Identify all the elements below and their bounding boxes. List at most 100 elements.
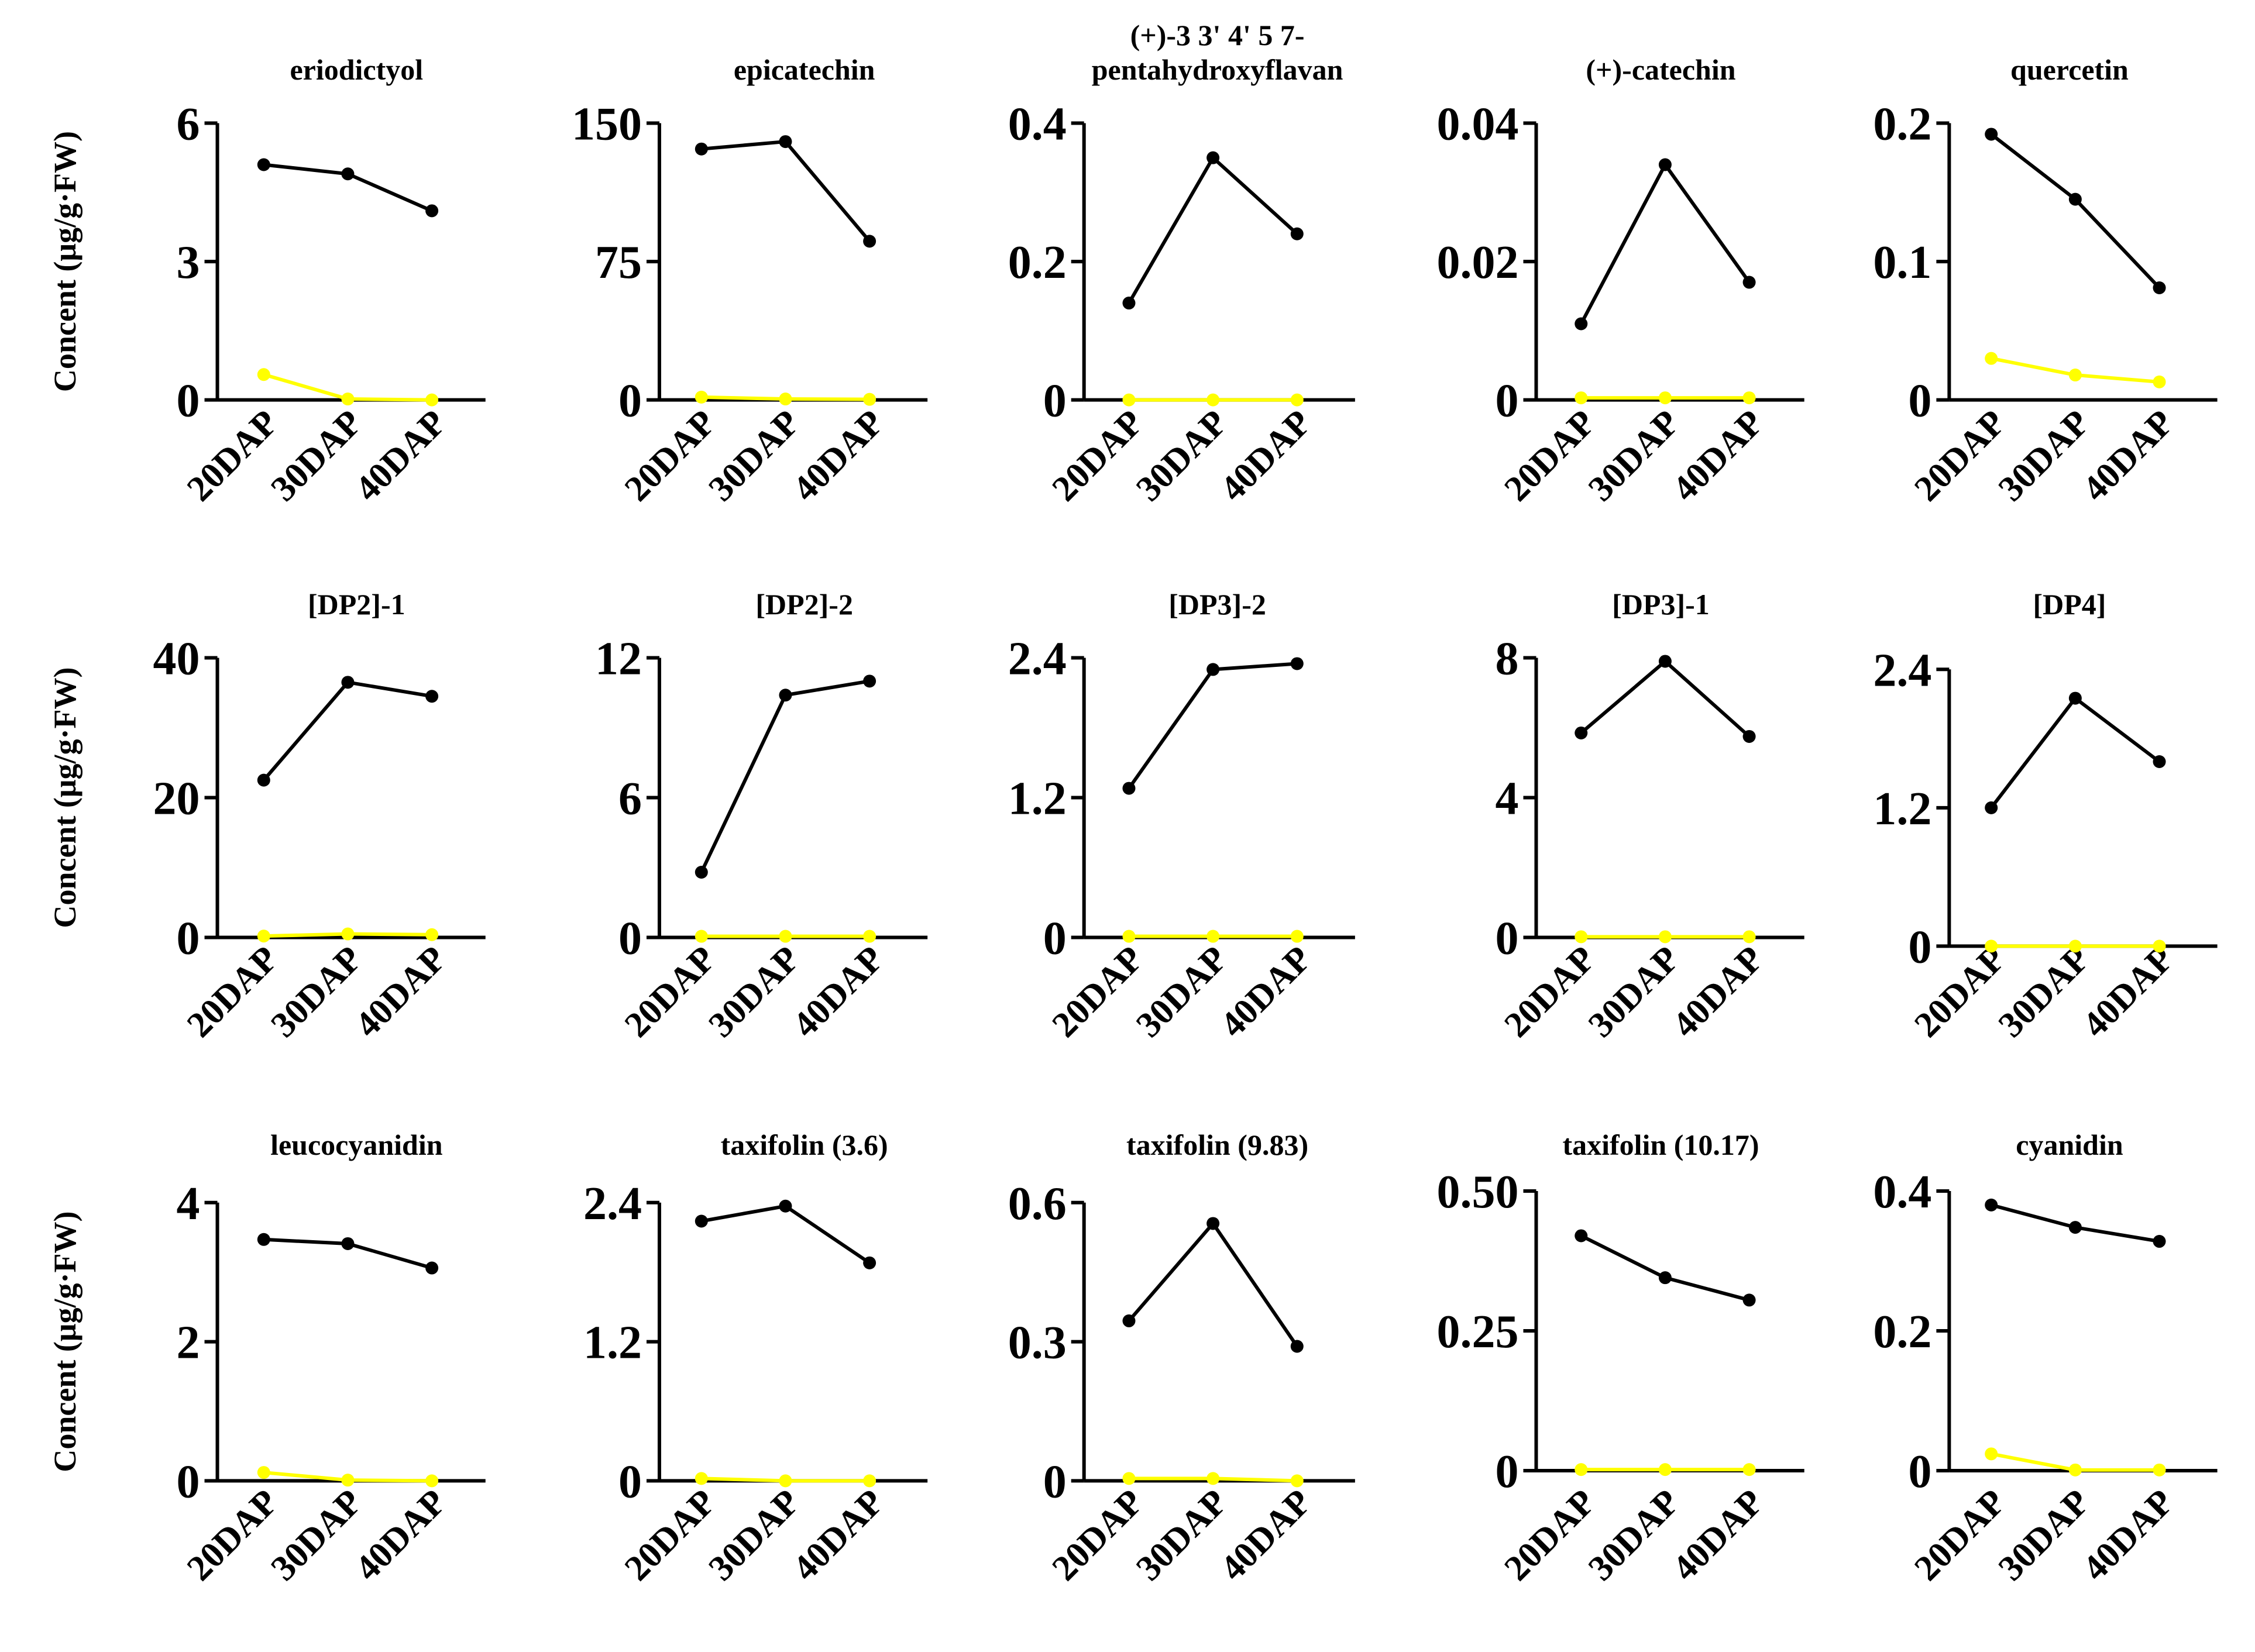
data-point-black [1658, 1271, 1672, 1285]
data-point-black [341, 676, 355, 689]
x-tick-label: 30DAP [1129, 938, 1235, 1045]
panel-title: [DP3]-2 [1168, 588, 1266, 621]
data-point-yellow [1575, 1463, 1588, 1477]
data-point-yellow [341, 393, 355, 406]
y-tick-label: 75 [595, 237, 642, 288]
y-tick-label: 0 [1043, 1456, 1067, 1508]
chart-panel: taxifolin (10.17) 0 0.25 0.50 20DAP30DAP40DA… [1436, 1128, 1804, 1588]
x-tick-label: 40DAP [1665, 402, 1771, 509]
series-line-black [1127, 154, 1298, 304]
data-point-yellow [1122, 1472, 1136, 1485]
data-point-black [257, 773, 270, 787]
series-line-black [1579, 161, 1751, 325]
data-point-black [1742, 276, 1756, 289]
data-point-yellow [1206, 393, 1220, 407]
y-tick-label: 4 [1495, 773, 1518, 825]
y-tick-label: 0.2 [1873, 99, 1931, 150]
series-line-black [1128, 1220, 1299, 1348]
data-point-black [341, 1237, 355, 1250]
x-tick-label: 40DAP [1213, 402, 1319, 509]
x-tick-label: 40DAP [785, 1482, 892, 1588]
x-tick-label: 30DAP [1129, 402, 1235, 509]
data-point-yellow [1122, 930, 1136, 943]
data-point-black [1206, 151, 1220, 164]
x-tick-label: 30DAP [1581, 938, 1687, 1045]
x-tick-label: 40DAP [2075, 938, 2181, 1045]
data-point-black [1122, 782, 1136, 795]
y-tick-label: 0 [177, 1456, 200, 1508]
x-tick-label: 30DAP [1581, 1482, 1687, 1588]
data-point-yellow [1575, 930, 1588, 944]
x-tick-label: 20DAP [1497, 1482, 1603, 1588]
y-tick-label: 0.02 [1436, 237, 1518, 288]
panel-title: cyanidin [2016, 1128, 2123, 1161]
data-point-black [257, 1233, 270, 1246]
y-tick-label: 3 [177, 237, 200, 288]
data-point-yellow [341, 927, 355, 941]
data-point-yellow [257, 368, 270, 381]
x-tick-label: 30DAP [701, 402, 807, 509]
data-point-yellow [863, 930, 876, 943]
y-tick-label: 0 [1495, 376, 1518, 427]
data-point-yellow [2153, 375, 2166, 388]
data-point-yellow [1206, 1472, 1220, 1485]
data-point-yellow [1206, 930, 1220, 943]
data-point-black [1575, 726, 1588, 739]
data-point-black [1206, 663, 1220, 676]
data-point-yellow [425, 928, 439, 941]
panel-title: taxifolin (9.83) [1126, 1128, 1308, 1161]
data-point-black [2068, 1221, 2082, 1234]
data-point-black [1575, 1229, 1588, 1243]
x-tick-label: 40DAP [348, 1482, 454, 1588]
series-line-black [262, 680, 432, 782]
data-point-yellow [863, 393, 876, 406]
x-tick-label: 40DAP [2075, 1482, 2181, 1588]
series-line-black [1580, 659, 1751, 738]
data-point-black [863, 674, 876, 688]
data-point-black [2153, 755, 2166, 769]
data-point-yellow [2068, 1463, 2082, 1477]
x-tick-label: 30DAP [1129, 1482, 1235, 1588]
data-point-yellow [257, 930, 270, 943]
data-point-yellow [341, 1474, 355, 1487]
data-point-yellow [1985, 352, 1998, 365]
panel-title: (+)-catechin [1586, 53, 1735, 86]
data-point-yellow [2068, 939, 2082, 953]
y-tick-label: 0.4 [1873, 1166, 1931, 1218]
data-point-black [1206, 1217, 1220, 1230]
x-tick-label: 30DAP [1991, 938, 2098, 1045]
series-line-black [701, 1204, 871, 1265]
data-point-yellow [1742, 930, 1756, 944]
data-point-black [695, 1214, 708, 1228]
data-point-yellow [1742, 1463, 1756, 1477]
x-tick-label: 40DAP [785, 938, 892, 1045]
x-tick-label: 40DAP [1665, 938, 1771, 1045]
data-point-yellow [695, 930, 708, 943]
y-tick-label: 2 [177, 1317, 200, 1369]
x-tick-label: 40DAP [2075, 402, 2181, 509]
data-point-black [2068, 192, 2082, 206]
data-point-black [1742, 1293, 1756, 1307]
y-tick-label: 20 [153, 773, 200, 825]
chart-panel: (+)-3 3' 4' 5 7-pentahydroxyflavan 0 0.2 0.… [1008, 19, 1355, 509]
y-tick-label: 0.4 [1008, 99, 1067, 150]
data-point-black [779, 1199, 792, 1213]
y-tick-label: 0 [1908, 376, 1931, 427]
x-tick-label: 30DAP [263, 402, 370, 509]
x-tick-label: 40DAP [1213, 938, 1319, 1045]
data-point-black [779, 135, 792, 149]
data-point-yellow [425, 393, 439, 407]
series-line-black [700, 679, 870, 873]
y-tick-label: 0.50 [1436, 1166, 1518, 1218]
panel-title: (+)-3 3' 4' 5 7- [1130, 19, 1305, 51]
